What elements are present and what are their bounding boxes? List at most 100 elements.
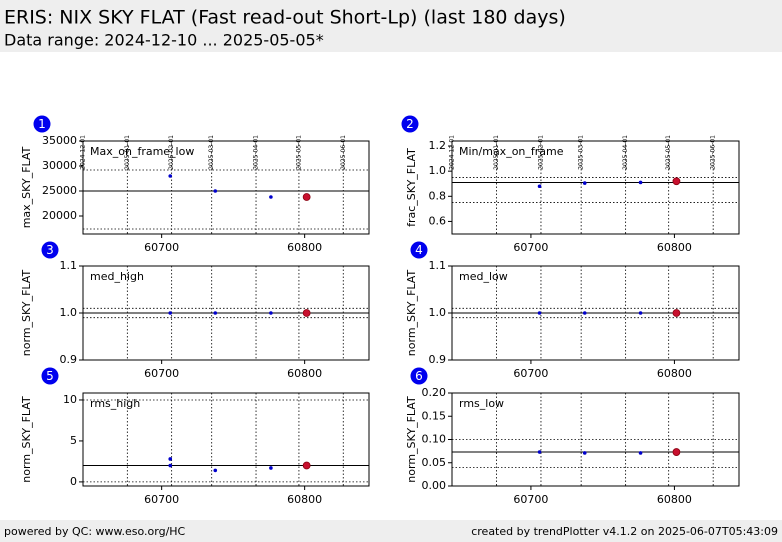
x-tick-label: 60800 [657,367,692,380]
y-axis-label: max_SKY_FLAT [20,146,33,228]
y-tick-label: 1.0 [60,306,78,319]
data-point [638,311,643,315]
panel-badge-number: 2 [406,117,414,131]
data-point [672,177,681,186]
plot-area [83,141,369,234]
y-tick-label: 1.1 [60,259,78,272]
panel-label: Max_on_frame_low [90,145,194,158]
subtitle: Data range: 2024-12-10 ... 2025-05-05* [4,31,324,50]
y-tick-label: 0.8 [429,189,447,202]
data-point [213,311,218,315]
y-tick-label: 0.6 [429,214,447,227]
y-axis-label: frac_SKY_FLAT [405,148,418,227]
y-tick-label: 25000 [42,184,77,197]
y-tick-label: 1.2 [429,139,447,152]
y-tick-label: 0.9 [60,353,78,366]
data-point [302,309,311,317]
plot-area [83,393,369,486]
footer-right: created by trendPlotter v4.1.2 on 2025-0… [471,525,778,538]
data-point [302,193,311,201]
y-axis-label: norm_SKY_FLAT [405,270,418,357]
plot-frame [82,140,370,235]
footer-left: powered by QC: www.eso.org/HC [4,525,186,538]
data-point [168,311,173,315]
y-tick-label: 1.1 [429,259,447,272]
y-tick-label: 0.05 [422,456,447,469]
data-point [582,451,587,455]
data-point [638,451,643,455]
y-tick-label: 0.15 [422,409,447,422]
date-label: 2025-04-01 [253,135,260,170]
panel-badge [33,115,51,133]
plot-area [452,266,739,360]
y-tick-label: 20000 [42,209,77,222]
date-label: 2025-01-01 [493,135,500,170]
data-point [302,461,311,470]
panel-badge [41,241,59,259]
x-tick-label: 60700 [513,493,548,506]
y-axis-label: norm_SKY_FLAT [405,396,418,483]
panel-badge-number: 4 [415,243,423,257]
y-tick-label: 5 [70,434,77,447]
data-point [672,448,681,456]
panel-label: med_high [90,270,144,283]
date-label: 2025-03-01 [578,135,585,170]
date-label: 2025-06-01 [340,135,347,170]
x-tick-label: 60700 [144,367,179,380]
panel-label: rms_high [90,397,140,410]
x-tick-label: 60800 [287,493,322,506]
x-tick-label: 60800 [287,367,322,380]
data-point [213,468,218,473]
y-tick-label: 0.20 [422,386,447,399]
data-point [638,180,643,185]
panel-label: Min/max_on_frame [459,145,564,158]
x-tick-label: 60700 [513,367,548,380]
panel-badge-number: 5 [46,369,54,383]
x-tick-label: 60700 [144,241,179,254]
plot-area [452,393,739,486]
date-label: 2025-05-01 [295,135,302,170]
panel-badge [410,241,428,259]
plot-area [83,266,369,360]
date-label: 2025-03-01 [208,135,215,170]
date-label: 2025-01-01 [124,135,131,170]
data-point [213,189,218,193]
date-label: 2025-06-01 [710,135,717,170]
y-axis-label: norm_SKY_FLAT [20,396,33,483]
panel-badge [41,367,59,385]
y-axis-label: norm_SKY_FLAT [20,270,33,357]
y-tick-label: 30000 [42,159,77,172]
data-point [168,174,173,178]
x-tick-label: 60700 [513,241,548,254]
panel-badge-number: 1 [38,117,46,131]
panel-label: rms_low [459,397,504,410]
y-tick-label: 0 [70,475,77,488]
panel-badge-number: 6 [415,369,423,383]
x-tick-label: 60700 [144,493,179,506]
plot-frame [451,140,740,235]
data-point [269,311,273,315]
x-tick-label: 60800 [287,241,322,254]
title: ERIS: NIX SKY FLAT (Fast read-out Short-… [4,7,566,29]
data-point [537,184,542,189]
x-tick-label: 60800 [657,241,692,254]
data-point [269,466,273,470]
y-tick-label: 1.0 [429,164,447,177]
panel-badge [410,367,428,385]
data-point [582,311,587,315]
y-tick-label: 35000 [42,134,77,147]
plot-area [452,141,739,234]
footer-bar [0,520,782,542]
y-tick-label: 0.00 [422,479,447,492]
y-tick-label: 1.0 [429,306,447,319]
y-tick-label: 10 [63,393,77,406]
data-point [672,309,681,317]
y-tick-label: 0.10 [422,433,447,446]
date-label: 2025-04-01 [622,135,629,170]
date-label: 2025-02-01 [537,135,544,170]
panel-label: med_low [459,270,508,283]
x-tick-label: 60800 [657,493,692,506]
data-point [537,311,542,315]
